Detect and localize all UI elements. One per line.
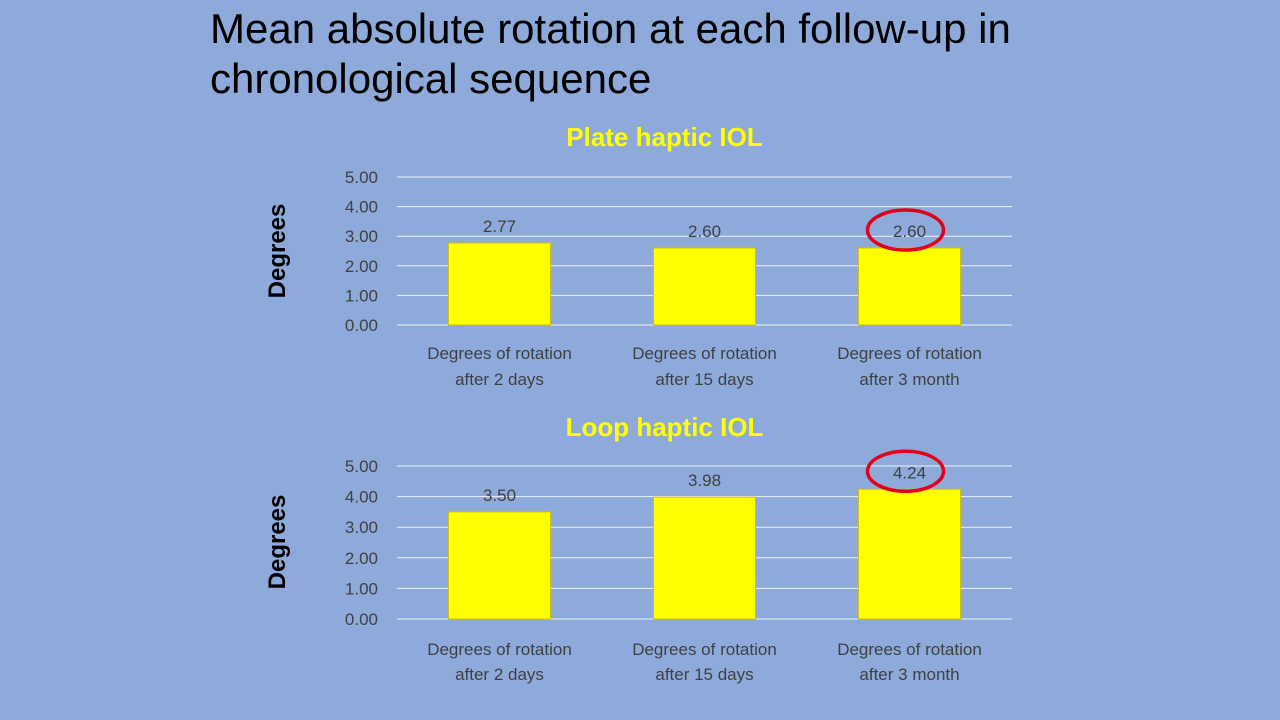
- x-category-label: Degrees of rotation: [632, 344, 777, 363]
- x-category-label: Degrees of rotation: [837, 344, 982, 363]
- y-tick-label: 2.00: [345, 257, 378, 276]
- plate-haptic-chart: Plate haptic IOL Degrees 0.00 1.00 2.00 3.00 4…: [260, 118, 1040, 398]
- y-tick-label: 0.00: [345, 316, 378, 335]
- y-tick-label: 4.00: [345, 198, 378, 217]
- highlight-circle: [865, 449, 946, 494]
- data-label: 4.24: [893, 463, 926, 482]
- y-tick-label: 2.00: [345, 549, 378, 568]
- data-label: 3.50: [483, 486, 516, 505]
- highlight-circle: [865, 208, 946, 252]
- plate-haptic-chart-svg: Plate haptic IOL Degrees 0.00 1.00 2.00 3.00 4…: [264, 122, 1012, 389]
- y-axis-label: Degrees: [264, 204, 291, 299]
- y-tick-label: 1.00: [345, 286, 378, 305]
- y-tick-label: 3.00: [345, 518, 378, 537]
- chart-title: Plate haptic IOL: [566, 122, 763, 152]
- bar: [653, 247, 756, 326]
- x-category-label: after 15 days: [655, 370, 753, 389]
- y-tick-label: 0.00: [345, 610, 378, 629]
- x-category-label: Degrees of rotation: [427, 640, 572, 659]
- bar: [858, 247, 961, 326]
- x-category-label: after 15 days: [655, 665, 753, 684]
- loop-haptic-chart: Loop haptic IOL Degrees 0.00 1.00 2.00 3.00 4.…: [260, 408, 1040, 693]
- x-category-label: after 3 month: [859, 370, 959, 389]
- bar: [448, 242, 551, 326]
- chart-title: Loop haptic IOL: [566, 412, 764, 442]
- y-axis-label: Degrees: [264, 495, 291, 590]
- x-category-label: after 3 month: [859, 665, 959, 684]
- x-category-label: Degrees of rotation: [427, 344, 572, 363]
- x-category-label: Degrees of rotation: [632, 640, 777, 659]
- data-label: 2.77: [483, 217, 516, 236]
- data-label: 3.98: [688, 471, 721, 490]
- y-tick-label: 3.00: [345, 227, 378, 246]
- data-label: 2.60: [688, 222, 721, 241]
- slide-title-line-1: Mean absolute rotation at each follow-up…: [210, 5, 1011, 52]
- y-tick-label: 5.00: [345, 168, 378, 187]
- slide-title-line-2: chronological sequence: [210, 55, 652, 102]
- x-category-label: after 2 days: [455, 665, 544, 684]
- y-tick-label: 4.00: [345, 488, 378, 507]
- slide-title: Mean absolute rotation at each follow-up…: [210, 4, 1190, 104]
- loop-haptic-chart-svg: Loop haptic IOL Degrees 0.00 1.00 2.00 3.00 4.…: [264, 412, 1012, 684]
- y-tick-label: 5.00: [345, 457, 378, 476]
- bar: [448, 511, 551, 620]
- x-category-label: after 2 days: [455, 370, 544, 389]
- bar: [653, 496, 756, 620]
- bar: [858, 488, 961, 620]
- x-category-label: Degrees of rotation: [837, 640, 982, 659]
- y-tick-label: 1.00: [345, 579, 378, 598]
- data-label: 2.60: [893, 222, 926, 241]
